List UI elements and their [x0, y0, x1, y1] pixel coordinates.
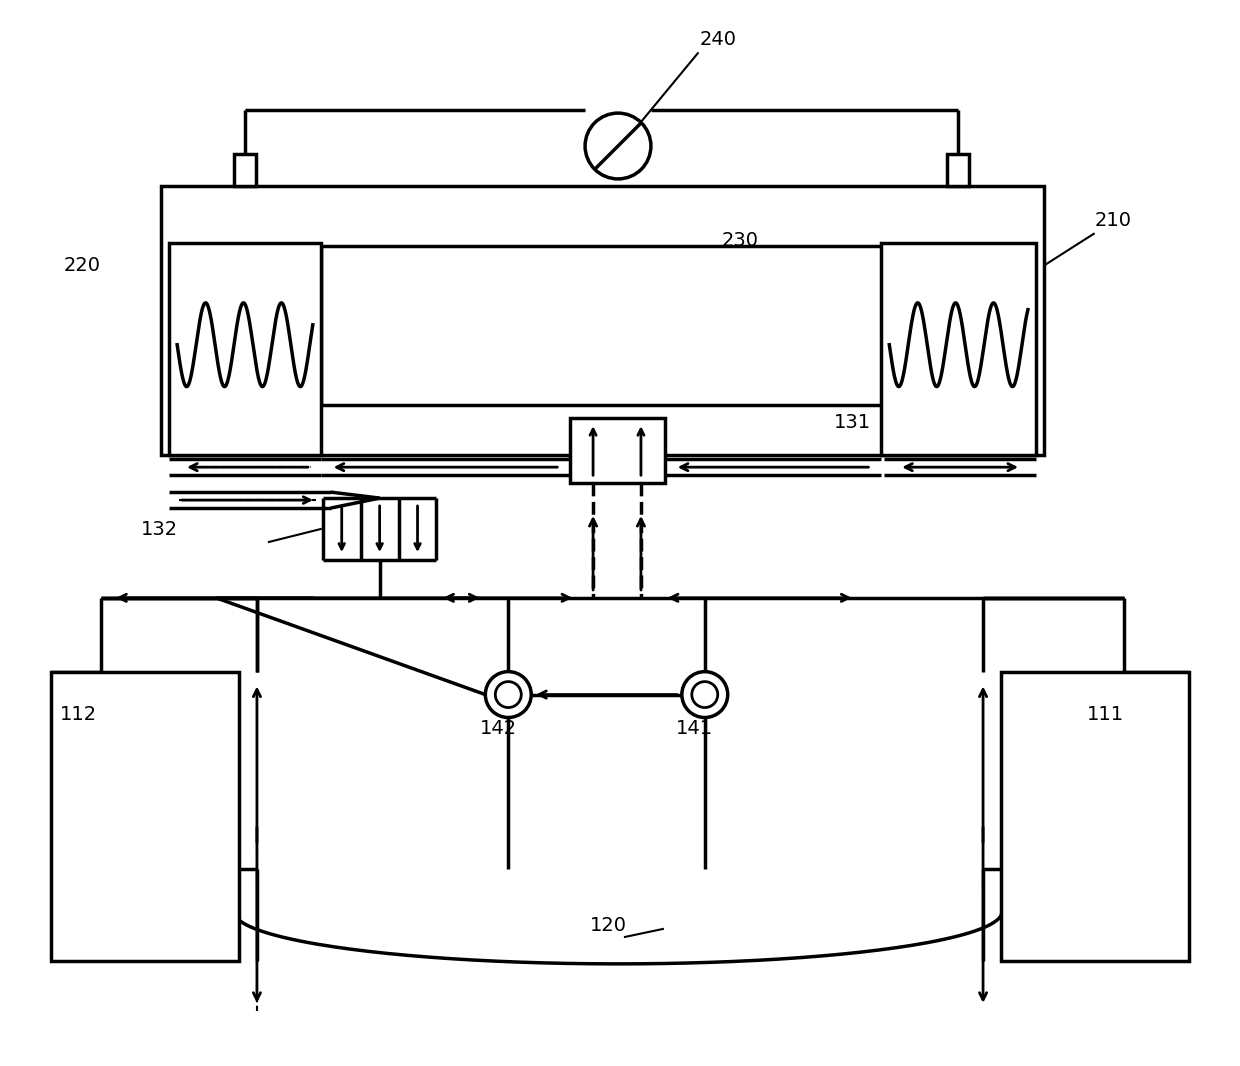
Text: 131: 131	[833, 414, 870, 433]
Text: 141: 141	[676, 720, 713, 739]
Bar	[1001, 672, 1188, 960]
Text: 120: 120	[590, 916, 627, 935]
Text: 210: 210	[1095, 211, 1132, 230]
Text: 142: 142	[480, 720, 517, 739]
Bar	[570, 418, 665, 483]
Text: 230: 230	[722, 230, 759, 249]
Circle shape	[485, 672, 531, 717]
Bar	[161, 185, 1044, 455]
Bar	[882, 243, 1035, 455]
Text: 220: 220	[63, 256, 100, 275]
Circle shape	[692, 681, 718, 708]
Circle shape	[682, 672, 728, 717]
Circle shape	[585, 113, 651, 179]
Text: 112: 112	[60, 706, 97, 725]
Circle shape	[495, 681, 521, 708]
Text: 111: 111	[1086, 706, 1123, 725]
Bar	[234, 154, 255, 185]
Text: 240: 240	[699, 30, 737, 49]
Bar	[947, 154, 970, 185]
Bar	[52, 672, 239, 960]
Text: 132: 132	[141, 520, 179, 539]
Bar	[169, 243, 321, 455]
Bar	[321, 246, 884, 405]
